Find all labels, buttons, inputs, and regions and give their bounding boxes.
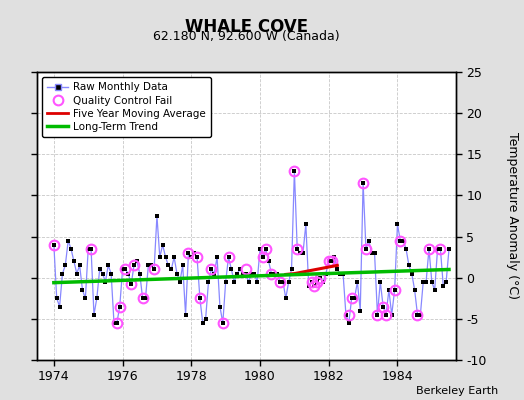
Y-axis label: Temperature Anomaly (°C): Temperature Anomaly (°C): [506, 132, 519, 300]
Text: Berkeley Earth: Berkeley Earth: [416, 386, 498, 396]
Text: WHALE COVE: WHALE COVE: [185, 18, 308, 36]
Legend: Raw Monthly Data, Quality Control Fail, Five Year Moving Average, Long-Term Tren: Raw Monthly Data, Quality Control Fail, …: [42, 77, 211, 137]
Text: 62.180 N, 92.600 W (Canada): 62.180 N, 92.600 W (Canada): [153, 30, 340, 43]
